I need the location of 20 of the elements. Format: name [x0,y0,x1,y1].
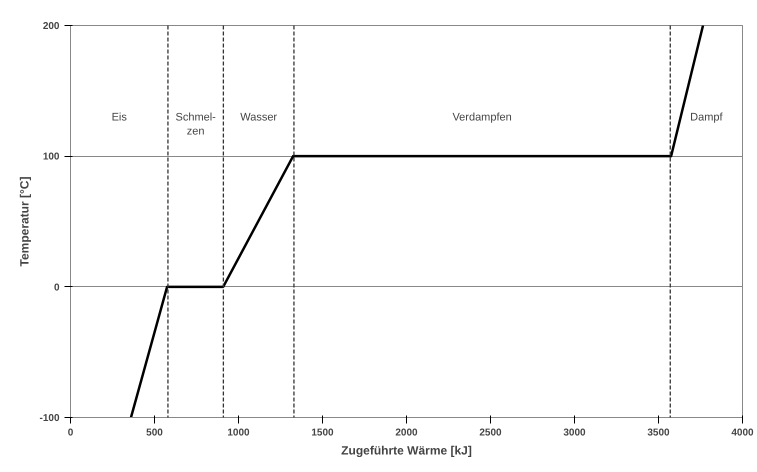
y-tick-label: -100 [39,413,60,424]
annotation: Wasser [240,112,278,124]
x-tick-label: 1500 [311,428,334,438]
annotation: Dampf [690,112,724,124]
y-tick-label: 0 [54,282,60,294]
x-tick-label: 4000 [731,428,754,438]
x-tick-label: 500 [146,428,164,438]
y-axis-title: Temperatur [°C] [17,176,32,266]
annotation: Schmel- zen [175,112,216,138]
y-tick-label: 100 [42,152,60,163]
x-tick-label: 3500 [647,428,670,438]
x-tick-label: 0 [68,428,74,438]
annotation: Verdampfen [452,112,512,124]
x-tick-label: 3000 [563,428,586,438]
x-axis-title: Zugeführte Wärme [kJ] [341,444,472,458]
y-tick-label: 200 [42,21,60,32]
x-tick-label: 1000 [227,428,250,438]
x-tick-label: 2500 [479,428,502,438]
x-tick-label: 2000 [395,428,418,438]
annotation: Eis [112,112,128,124]
